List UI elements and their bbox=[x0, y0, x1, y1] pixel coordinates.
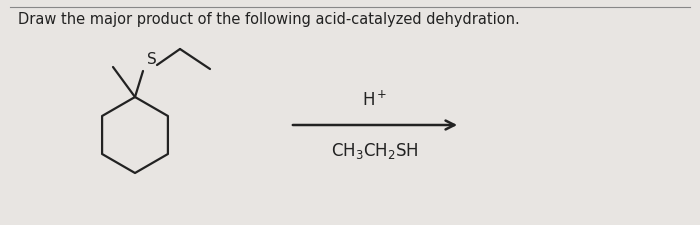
Text: S: S bbox=[147, 52, 157, 67]
Text: H$^+$: H$^+$ bbox=[363, 90, 388, 110]
Text: CH$_3$CH$_2$SH: CH$_3$CH$_2$SH bbox=[331, 140, 419, 160]
Text: Draw the major product of the following acid-catalyzed dehydration.: Draw the major product of the following … bbox=[18, 12, 519, 27]
